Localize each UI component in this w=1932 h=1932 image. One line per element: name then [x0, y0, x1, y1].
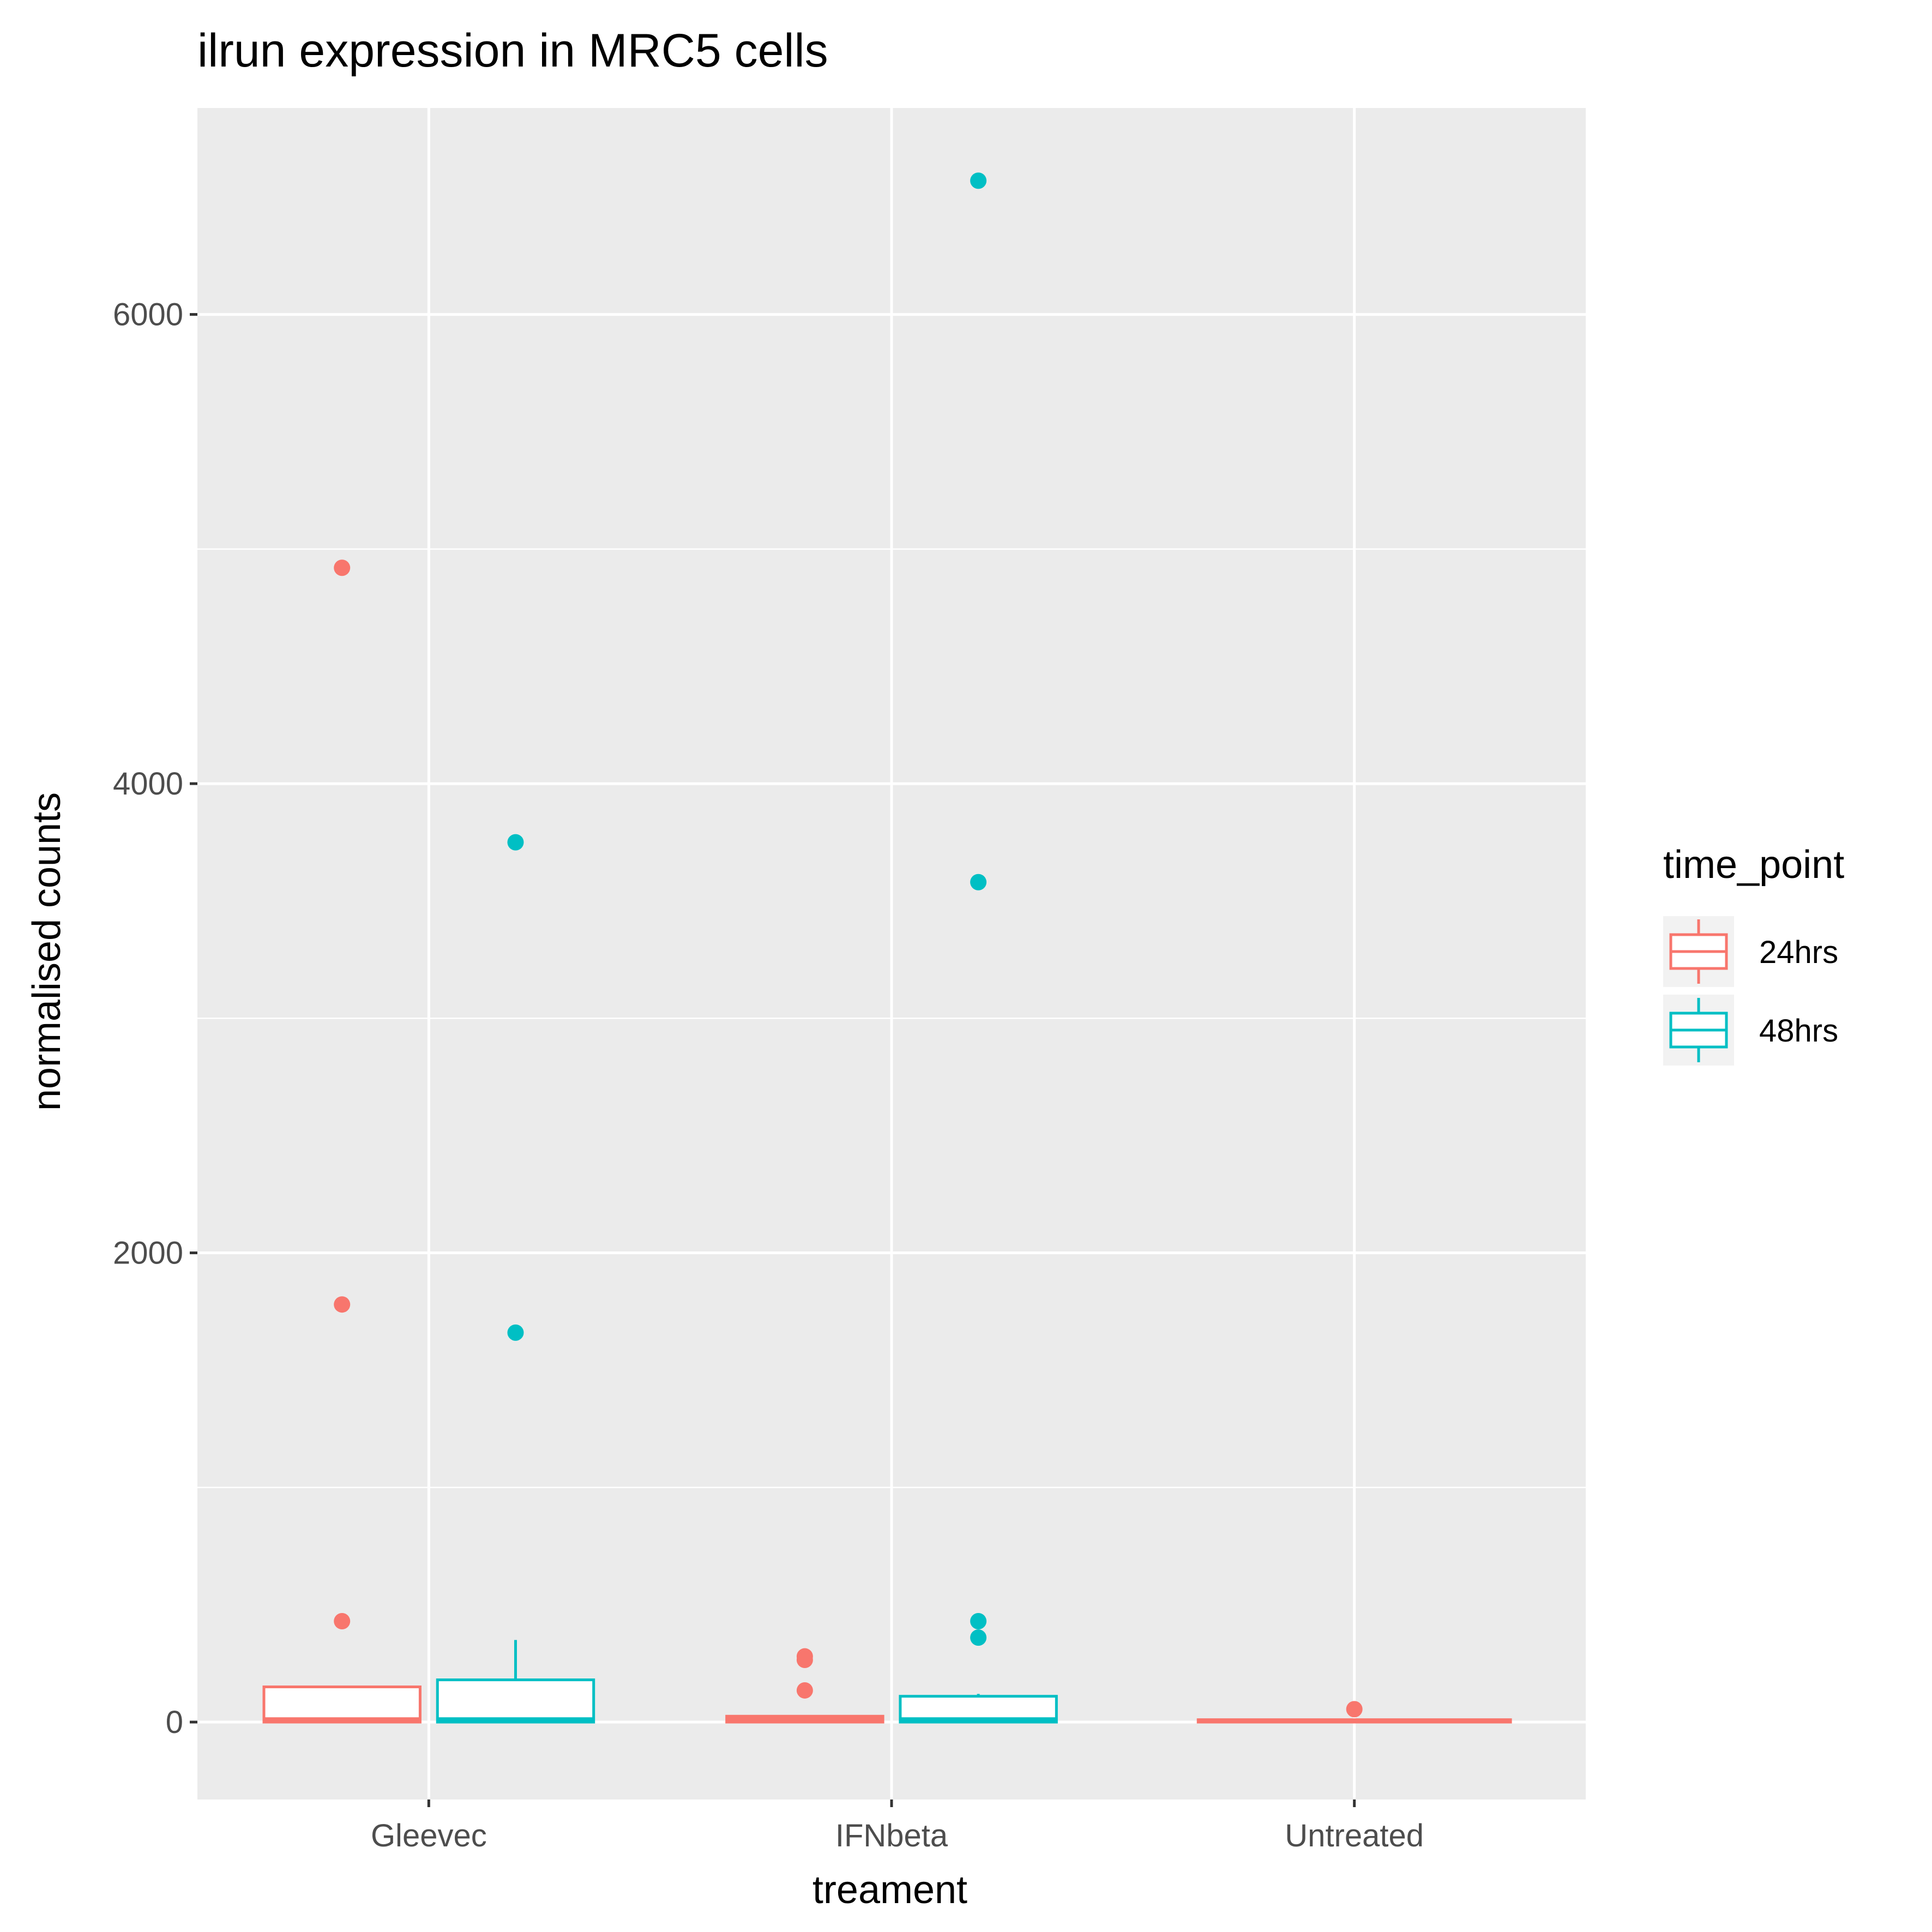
legend-label: 48hrs [1759, 1013, 1838, 1049]
legend-key-24hrs [1663, 916, 1734, 987]
box-48hrs-IFNbeta [899, 172, 1058, 1724]
x-tick-label: Gleevec [371, 1818, 487, 1853]
outlier-point [334, 1613, 351, 1630]
box-body [436, 1678, 595, 1724]
plot-panel [197, 108, 1586, 1799]
outlier-point [970, 874, 987, 890]
axes: 0 2000 4000 6000 Gleevec IFNbeta Untreated [113, 297, 1424, 1853]
outlier-point [796, 1682, 813, 1699]
outlier-point [334, 559, 351, 576]
box-24hrs-IFNbeta [725, 1648, 884, 1724]
outlier-point [970, 1613, 987, 1630]
y-axis-title: normalised counts [25, 792, 69, 1111]
x-axis-title: treament [812, 1868, 967, 1912]
box-24hrs-Gleevec [262, 559, 422, 1724]
legend: time_point 24hrs 48hrs [1663, 843, 1844, 1066]
outlier-point [507, 834, 524, 851]
outlier-point [970, 172, 987, 189]
box-48hrs-Gleevec [436, 834, 595, 1724]
outlier-point [970, 1629, 987, 1646]
box-24hrs-Untreated [1196, 1701, 1512, 1724]
outlier-point [507, 1324, 524, 1341]
y-tick-label: 6000 [113, 297, 183, 333]
x-tick-label: Untreated [1285, 1818, 1424, 1853]
legend-key-48hrs [1663, 995, 1734, 1066]
y-tick-label: 4000 [113, 766, 183, 802]
outlier-point [1346, 1701, 1363, 1718]
outlier-point [796, 1652, 813, 1669]
x-tick-label: IFNbeta [835, 1818, 948, 1853]
y-tick-label: 0 [166, 1705, 183, 1740]
legend-label: 24hrs [1759, 935, 1838, 970]
chart-title: ilrun expression in MRC5 cells [197, 25, 828, 77]
outlier-point [334, 1296, 351, 1313]
legend-title: time_point [1663, 843, 1844, 887]
box-body [262, 1685, 422, 1724]
y-tick-label: 2000 [113, 1236, 183, 1271]
